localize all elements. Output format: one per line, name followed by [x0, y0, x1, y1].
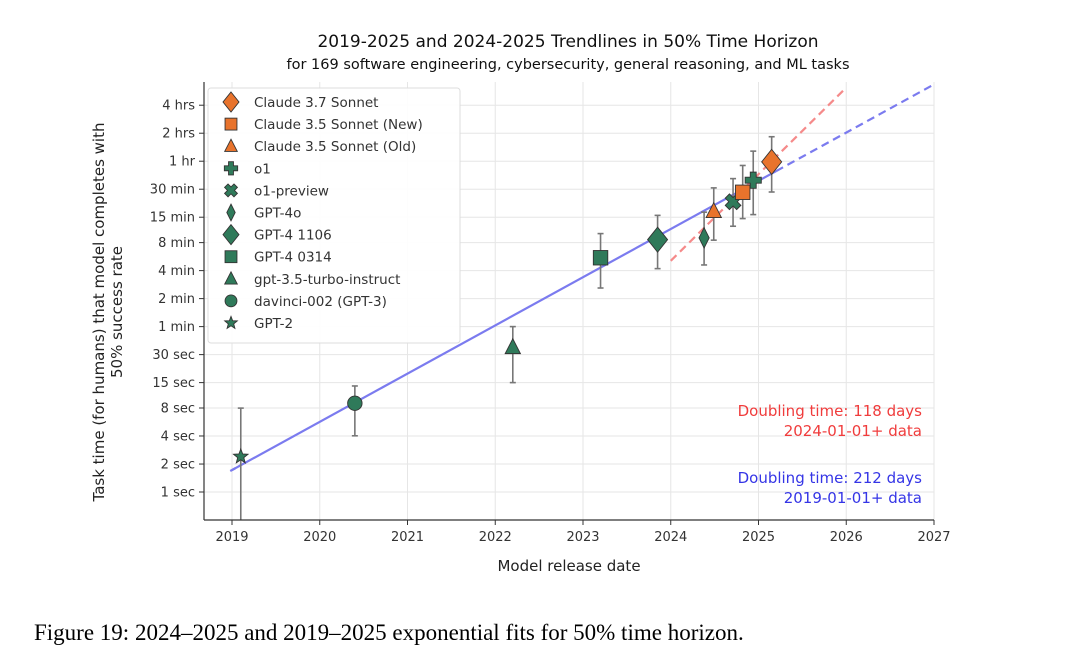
legend-marker-gpt-3-5-turbo-instruct — [223, 270, 239, 285]
y-tick-label: 4 min — [158, 264, 195, 279]
data-points — [232, 135, 783, 520]
legend-label-claude-3-5-sonnet-new: Claude 3.5 Sonnet (New) — [254, 117, 423, 133]
x-tick-label: 2026 — [830, 530, 863, 545]
y-axis-label-line1: Task time (for humans) that model comple… — [90, 123, 108, 503]
y-tick-label: 2 hrs — [162, 127, 195, 142]
y-tick-label: 4 sec — [161, 429, 195, 444]
x-tick-label: 2024 — [654, 530, 687, 545]
y-tick-label: 1 hr — [169, 155, 196, 170]
y-tick-label: 1 min — [158, 320, 195, 335]
trendline-2024-dashed — [669, 86, 848, 262]
annotation-red-line1: Doubling time: 118 days — [738, 402, 923, 420]
x-tick-label: 2027 — [917, 530, 950, 545]
chart-title: 2019-2025 and 2024-2025 Trendlines in 50… — [317, 32, 818, 52]
point-gpt-4o — [698, 226, 710, 250]
annotation-blue-line2: 2019-01-01+ data — [784, 489, 922, 507]
point-claude-3-5-sonnet-new — [735, 184, 751, 200]
y-tick-label: 30 sec — [152, 348, 195, 363]
y-tick-label: 8 min — [158, 236, 195, 251]
y-tick-label: 15 sec — [152, 376, 195, 391]
axes: 2019 2020 2021 2022 2023 2024 2025 2026 2027 4 hr… — [150, 82, 951, 545]
point-claude-3-5-sonnet-old — [705, 201, 723, 219]
y-tick-label: 2 min — [158, 292, 195, 307]
legend-label-davinci-002-gpt-3: davinci-002 (GPT-3) — [254, 294, 387, 310]
y-tick-label: 15 min — [150, 211, 195, 226]
legend-label-o1-preview: o1-preview — [254, 183, 329, 199]
x-tick-label: 2022 — [479, 530, 512, 545]
legend-label-gpt-2: GPT-2 — [254, 316, 293, 332]
chart-subtitle: for 169 software engineering, cybersecur… — [286, 57, 849, 73]
legend-label-o1: o1 — [254, 161, 271, 177]
legend-box — [207, 87, 461, 344]
annotation-blue-line1: Doubling time: 212 days — [738, 469, 923, 487]
trendlines — [229, 83, 935, 472]
legend-marker-claude-3-7-sonnet — [222, 91, 240, 113]
legend-marker-gpt-4-0314 — [224, 250, 238, 264]
y-tick-label: 8 sec — [161, 402, 195, 417]
x-axis-label: Model release date — [497, 557, 640, 575]
point-gpt-4-1106 — [647, 226, 669, 253]
legend: Claude 3.7 Sonnet Claude 3.5 Sonnet (New)… — [207, 87, 461, 344]
legend-marker-gpt-4-1106 — [222, 223, 240, 246]
legend-label-claude-3-5-sonnet-old: Claude 3.5 Sonnet (Old) — [254, 139, 416, 155]
legend-marker-gpt-2 — [223, 315, 239, 330]
legend-label-gpt-4o: GPT-4o — [254, 206, 301, 222]
legend-marker-o1-preview-shape — [223, 183, 239, 198]
x-tick-label: 2023 — [566, 530, 599, 545]
legend-label-claude-3-7-sonnet: Claude 3.7 Sonnet — [254, 95, 378, 111]
legend-label-gpt-4-0314: GPT-4 0314 — [254, 250, 332, 266]
point-o1 — [744, 171, 762, 189]
point-gpt-2 — [232, 447, 250, 464]
figure-caption: Figure 19: 2024–2025 and 2019–2025 expon… — [34, 620, 744, 645]
y-tick-label: 30 min — [150, 183, 195, 198]
x-tick-label: 2021 — [391, 530, 424, 545]
legend-marker-claude-3-5-sonnet-new — [224, 117, 238, 131]
legend-marker-gpt-4o — [226, 203, 236, 222]
y-tick-label: 4 hrs — [162, 99, 195, 114]
point-gpt-4-0314 — [592, 250, 609, 266]
point-claude-3-7-sonnet — [761, 148, 783, 176]
annotations: Doubling time: 118 days 2024-01-01+ data… — [738, 402, 923, 507]
x-tick-label: 2025 — [742, 530, 775, 545]
trendline-2019-solid — [231, 170, 777, 472]
legend-marker-davinci-002-gpt-3 — [224, 294, 238, 308]
annotation-red-line2: 2024-01-01+ data — [784, 422, 922, 440]
legend-label-gpt-3-5-turbo-instruct: gpt-3.5-turbo-instruct — [254, 272, 400, 288]
point-davinci-002-gpt-3 — [347, 395, 363, 411]
legend-marker-o1-preview — [223, 183, 239, 198]
legend-marker-claude-3-5-sonnet-old — [223, 138, 239, 152]
point-gpt-3-5-turbo-instruct — [504, 337, 522, 355]
y-tick-label: 2 sec — [161, 458, 195, 473]
legend-label-gpt-4-1106: GPT-4 1106 — [254, 228, 332, 244]
y-axis-label-line2: 50% success rate — [108, 246, 126, 378]
x-tick-label: 2020 — [303, 530, 336, 545]
trendline-2019-dashed — [775, 83, 935, 173]
legend-marker-o1 — [223, 161, 239, 176]
x-tick-label: 2019 — [215, 530, 248, 545]
trendline-2019-dashed-start — [229, 464, 242, 472]
y-tick-label: 1 sec — [161, 485, 195, 500]
